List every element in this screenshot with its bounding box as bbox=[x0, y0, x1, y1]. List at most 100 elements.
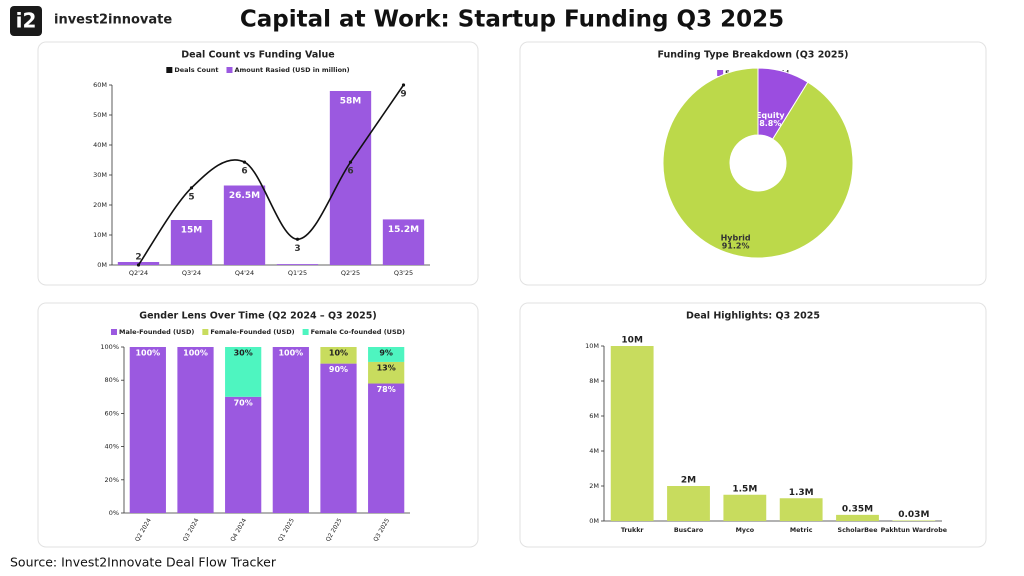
y-tick-label: 2M bbox=[589, 482, 599, 490]
slice-value-label: 8.8% bbox=[759, 119, 781, 128]
bar-segment bbox=[177, 347, 214, 513]
y-tick-label: 50M bbox=[93, 111, 107, 119]
bar-segment bbox=[225, 396, 262, 513]
y-tick-label: 20% bbox=[105, 476, 119, 484]
segment-value-label: 78% bbox=[377, 385, 396, 394]
slice-label: Equity bbox=[756, 111, 785, 120]
bar-segment bbox=[368, 361, 405, 384]
bar-segment bbox=[225, 347, 262, 397]
y-tick-label: 60M bbox=[93, 81, 107, 89]
line-value-label: 6 bbox=[347, 167, 353, 177]
bar-value-label: 0.35M bbox=[842, 504, 873, 514]
y-tick-label: 0% bbox=[109, 509, 119, 517]
x-tick-label: Q2'24 bbox=[129, 269, 148, 277]
legend-label: Female-Founded (USD) bbox=[210, 328, 294, 336]
y-tick-label: 40M bbox=[93, 141, 107, 149]
legend: Male-Founded (USD) Female-Founded (USD) Fe… bbox=[110, 328, 405, 336]
legend-label: Female Co-founded (USD) bbox=[311, 328, 405, 336]
line-value-label: 9 bbox=[400, 90, 406, 100]
bar-value-label: 1.5M bbox=[732, 484, 757, 494]
bar bbox=[276, 264, 319, 265]
y-tick-label: 10M bbox=[585, 342, 599, 350]
y-tick-label: 0M bbox=[97, 261, 107, 269]
line-point bbox=[401, 83, 406, 87]
bar-value-label: 0.03M bbox=[898, 510, 929, 520]
x-tick-label: Q3'25 bbox=[394, 269, 413, 277]
segment-value-label: 30% bbox=[234, 349, 253, 358]
bar bbox=[892, 520, 936, 521]
bar-segment bbox=[368, 347, 405, 362]
page-title: Capital at Work: Startup Funding Q3 2025 bbox=[240, 7, 784, 33]
legend-swatch bbox=[302, 329, 309, 335]
line-value-label: 2 bbox=[135, 253, 141, 263]
line bbox=[137, 84, 405, 266]
x-tick-label: Trukkr bbox=[621, 527, 645, 534]
bar bbox=[170, 220, 213, 265]
chart-panel bbox=[519, 41, 987, 286]
bar-value-label: 1.3M bbox=[789, 488, 814, 498]
line-value-label: 3 bbox=[294, 244, 300, 254]
legend-swatch bbox=[226, 67, 233, 73]
line-point bbox=[348, 160, 353, 164]
y-tick-label: 30M bbox=[93, 171, 107, 179]
legend-swatch bbox=[166, 67, 173, 73]
logo-name: invest2innovate bbox=[54, 13, 172, 28]
x-tick-label: Q2'25 bbox=[341, 269, 360, 277]
slice-label: Hybrid bbox=[721, 233, 751, 242]
y-tick-label: 60% bbox=[105, 409, 119, 417]
chart-title: Deal Highlights: Q3 2025 bbox=[686, 311, 820, 322]
y-tick-label: 8M bbox=[589, 377, 599, 385]
x-tick-label: Myco bbox=[736, 527, 755, 534]
bar bbox=[329, 91, 372, 265]
legend-label: Male-Founded (USD) bbox=[119, 328, 194, 336]
legend: Deals Count Amount Rasied (USD in million… bbox=[166, 66, 350, 74]
segment-value-label: 13% bbox=[377, 363, 396, 372]
y-tick-label: 80% bbox=[105, 376, 119, 384]
bar-segment bbox=[320, 347, 357, 364]
logo-mark-box bbox=[10, 6, 42, 36]
y-tick-label: 100% bbox=[100, 343, 119, 351]
logo-mark: i2 bbox=[16, 9, 37, 33]
segment-value-label: 100% bbox=[183, 349, 208, 358]
bar bbox=[610, 346, 654, 521]
bar-value-label: 2M bbox=[681, 476, 696, 486]
bar bbox=[223, 185, 266, 265]
legend-swatch bbox=[202, 329, 209, 335]
chart-title: Funding Type Breakdown (Q3 2025) bbox=[658, 50, 849, 61]
source: Source: Invest2Innovate Deal Flow Tracke… bbox=[10, 555, 277, 570]
y-tick-label: 0M bbox=[589, 517, 599, 525]
x-tick-label: Pakhtun Wardrobe bbox=[881, 527, 947, 534]
chart-title: Deal Count vs Funding Value bbox=[181, 50, 335, 61]
line-point bbox=[295, 237, 300, 241]
bar-segment bbox=[368, 383, 405, 513]
bar-value-label: 15M bbox=[181, 226, 203, 236]
y-tick-label: 4M bbox=[589, 447, 599, 455]
bar bbox=[779, 498, 823, 521]
line-point bbox=[242, 160, 247, 164]
x-tick-label: Q1'25 bbox=[288, 269, 307, 277]
donut-slice bbox=[662, 67, 854, 259]
y-tick-label: 40% bbox=[105, 443, 119, 451]
x-tick-label: Q3'24 bbox=[182, 269, 201, 277]
legend-swatch bbox=[717, 70, 724, 76]
legend-label: Deals Count bbox=[174, 66, 218, 74]
bar-value-label: 58M bbox=[340, 97, 362, 107]
x-tick-label: ScholarBee bbox=[838, 527, 878, 534]
slice-value-label: 91.2% bbox=[722, 241, 750, 250]
bar bbox=[836, 514, 879, 521]
segment-value-label: 90% bbox=[329, 365, 348, 374]
bar-segment bbox=[129, 347, 166, 513]
bar bbox=[382, 219, 425, 265]
segment-value-label: 100% bbox=[135, 349, 160, 358]
x-tick-label: Q4'24 bbox=[235, 269, 254, 277]
legend-label: Amount Rasied (USD in million) bbox=[234, 66, 349, 74]
line-point bbox=[136, 263, 141, 267]
bar bbox=[667, 486, 710, 521]
legend-swatch bbox=[110, 329, 117, 335]
segment-value-label: 9% bbox=[379, 349, 393, 358]
bar-value-label: 15.2M bbox=[388, 225, 419, 235]
y-tick-label: 6M bbox=[589, 412, 599, 420]
segment-value-label: 100% bbox=[278, 349, 303, 358]
bar bbox=[723, 494, 767, 521]
